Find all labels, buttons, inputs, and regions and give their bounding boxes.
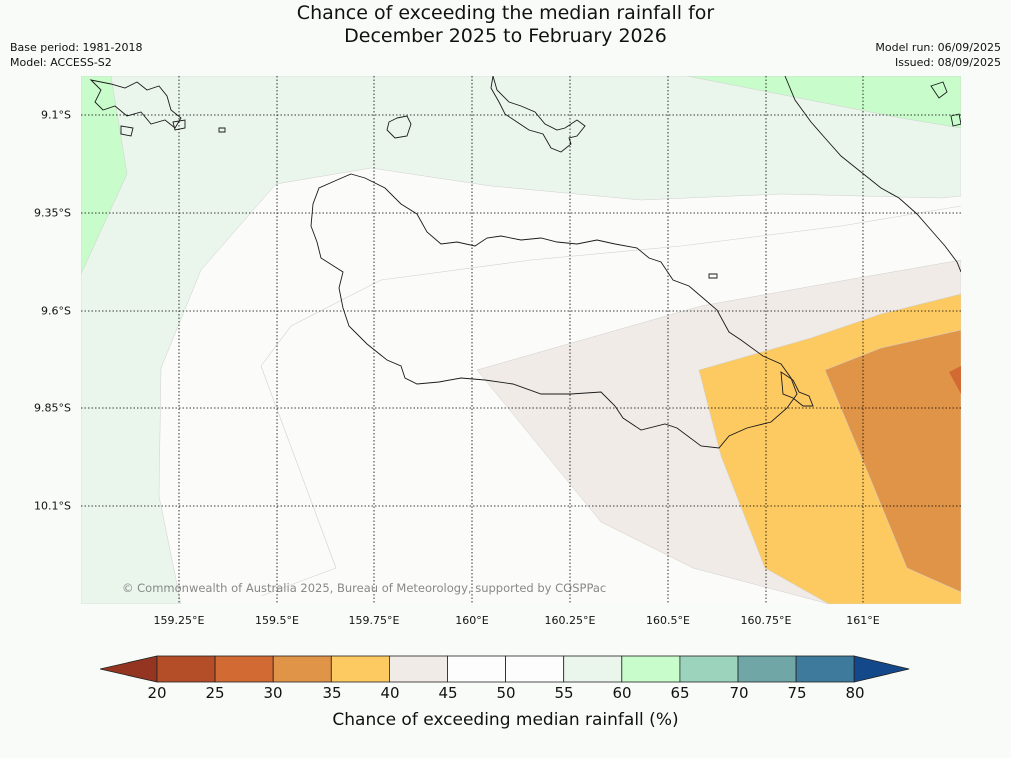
lat-label: 10.1°S: [34, 499, 71, 513]
colorbar-segment: [621, 655, 681, 683]
lat-label: 9.1°S: [41, 108, 71, 122]
colorbar-segment: [156, 655, 216, 683]
issued-text: Issued: 08/09/2025: [894, 56, 1001, 69]
map-title-line-1: Chance of exceeding the median rainfall …: [296, 2, 715, 24]
colorbar-tick-label: 40: [380, 684, 400, 702]
colorbar-segment: [795, 655, 855, 683]
graticule: [81, 76, 961, 604]
lon-label: 159.5°E: [255, 614, 299, 627]
lon-label: 159.75°E: [348, 614, 400, 627]
forecast-map: [81, 76, 961, 604]
colorbar-tick-label: 65: [670, 684, 690, 702]
model-text: Model: ACCESS-S2: [10, 56, 112, 69]
florida-islands-coastline: [490, 76, 586, 153]
colorbar-extend-high: [853, 655, 910, 683]
colorbar: [100, 655, 910, 683]
colorbar-tick-label: 30: [263, 684, 283, 702]
zone-60-65-west: [81, 76, 128, 275]
lat-label: 9.35°S: [34, 206, 71, 220]
model-run-text: Model run: 06/09/2025: [875, 41, 1001, 54]
lat-label: 9.85°S: [34, 401, 71, 415]
malaita-coastline: [784, 76, 961, 273]
copyright-notice: © Commonwealth of Australia 2025, Bureau…: [122, 581, 607, 595]
lon-label: 160.75°E: [740, 614, 792, 627]
colorbar-tick-label: 35: [322, 684, 342, 702]
colorbar-tick-label: 25: [205, 684, 225, 702]
colorbar-segment: [563, 655, 623, 683]
colorbar-segment: [505, 655, 565, 683]
lon-label: 161°E: [846, 614, 880, 627]
guadalcanal-coastline: [310, 173, 798, 449]
meta-left: Base period: 1981-2018 Model: ACCESS-S2: [10, 40, 142, 70]
colorbar-segment: [272, 655, 332, 683]
meta-right: Model run: 06/09/2025 Issued: 08/09/2025: [875, 40, 1001, 70]
colorbar-tick-label: 60: [612, 684, 632, 702]
colorbar-extend-low: [100, 655, 158, 683]
savo-island: [386, 115, 412, 139]
russell-islands-coastline: [89, 79, 182, 129]
map-title-line-2: December 2025 to February 2026: [344, 25, 667, 47]
colorbar-segment: [388, 655, 448, 683]
colorbar-tick-label: 50: [496, 684, 516, 702]
lon-label: 160.25°E: [544, 614, 596, 627]
colorbar-tick-label: 55: [554, 684, 574, 702]
lat-label: 9.6°S: [41, 304, 71, 318]
colorbar-tick-label: 75: [787, 684, 807, 702]
islet: [708, 273, 718, 279]
russell-islets: [120, 119, 226, 137]
contour-line: [260, 205, 961, 597]
colorbar-segment: [330, 655, 390, 683]
colorbar-tick-label: 80: [845, 684, 865, 702]
lon-label: 159.25°E: [153, 614, 205, 627]
coastlines: [89, 76, 961, 449]
zone-60-65-northeast: [686, 76, 961, 129]
colorbar-title: Chance of exceeding median rainfall (%): [332, 710, 679, 730]
colorbar-segment: [679, 655, 739, 683]
lon-label: 160.5°E: [646, 614, 690, 627]
zone-55-60-north: [81, 76, 961, 604]
colorbar-tick-label: 70: [729, 684, 749, 702]
colorbar-segment: [214, 655, 274, 683]
colorbar-segment: [737, 655, 797, 683]
zone-25-30: [949, 366, 961, 394]
lon-label: 160°E: [455, 614, 489, 627]
colorbar-tick-label: 45: [438, 684, 458, 702]
colorbar-segment: [447, 655, 506, 683]
zone-30-35: [824, 329, 961, 593]
island-east: [780, 371, 814, 407]
base-period-text: Base period: 1981-2018: [10, 41, 143, 54]
colorbar-tick-label: 20: [147, 684, 167, 702]
